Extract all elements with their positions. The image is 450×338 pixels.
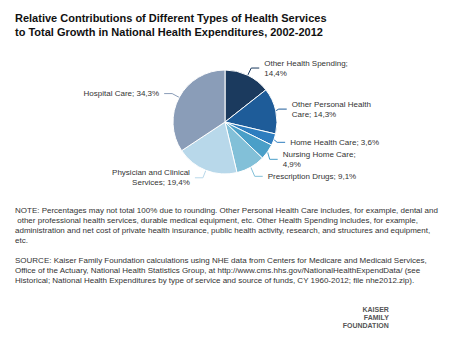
svg-text:FAMILY: FAMILY [364,314,389,321]
svg-text:etc.: etc. [15,236,28,245]
svg-text:Care; 14,3%: Care; 14,3% [292,110,336,119]
svg-text:Prescription Drugs; 9,1%: Prescription Drugs; 9,1% [268,172,356,181]
svg-text:14,4%: 14,4% [264,69,287,78]
svg-text:Physician and Clinical: Physician and Clinical [112,168,190,177]
svg-text:other professional health serv: other professional health services, dura… [15,216,420,225]
svg-text:to Total Growth in National He: to Total Growth in National Health Expen… [15,26,323,38]
svg-text:Historical; National Health Ex: Historical; National Health Expenditures… [15,276,414,285]
svg-text:Office of the Actuary, Nationa: Office of the Actuary, National Health S… [15,266,422,275]
svg-text:Services; 19,4%: Services; 19,4% [132,178,190,187]
svg-text:Other Health Spending;: Other Health Spending; [264,59,348,68]
svg-text:NOTE: Percentages may not tota: NOTE: Percentages may not total 100% due… [15,206,438,215]
svg-text:Other Personal Health: Other Personal Health [292,100,371,109]
svg-text:Home Health Care; 3,6%: Home Health Care; 3,6% [290,138,379,147]
svg-text:Nursing Home Care;: Nursing Home Care; [283,150,356,159]
svg-text:FOUNDATION: FOUNDATION [343,322,389,329]
svg-text:Relative Contributions of Diff: Relative Contributions of Different Type… [15,12,327,24]
svg-text:4,9%: 4,9% [283,160,301,169]
svg-text:SOURCE: Kaiser Family Foundati: SOURCE: Kaiser Family Foundation calcula… [15,256,429,265]
svg-text:Hospital Care; 34,3%: Hospital Care; 34,3% [84,89,160,98]
svg-text:KAISER: KAISER [362,306,388,313]
svg-text:administration and net cost of: administration and net cost of private h… [15,226,432,235]
